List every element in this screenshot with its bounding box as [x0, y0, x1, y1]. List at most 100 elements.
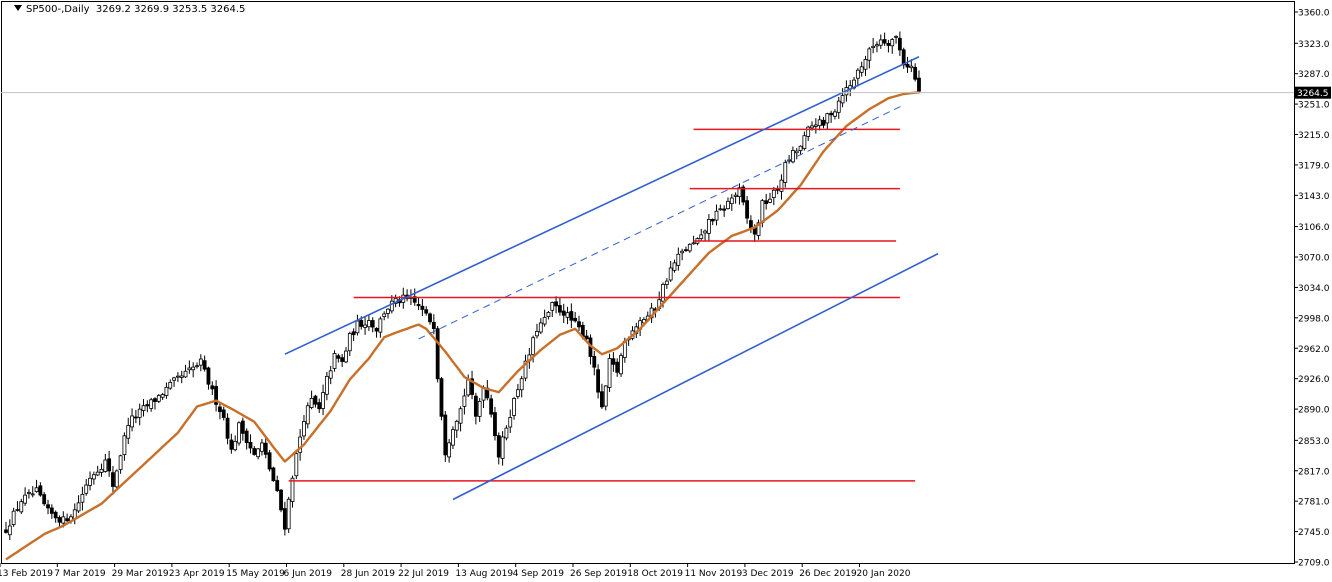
- candle-body-bear: [313, 395, 318, 405]
- candle-body-bull: [99, 468, 104, 473]
- candle-body-bull: [840, 95, 845, 104]
- candle: [114, 469, 119, 489]
- candles: [4, 31, 921, 541]
- candle-body-bull: [817, 119, 822, 127]
- candle: [676, 247, 681, 271]
- candle: [416, 297, 421, 311]
- y-tick-label: 2781.0: [1298, 498, 1330, 508]
- candle: [909, 59, 914, 73]
- y-tick-label: 3215.0: [1298, 131, 1330, 141]
- x-tick-label: 11 Nov 2019: [685, 569, 743, 579]
- candle: [577, 315, 581, 331]
- candle: [817, 115, 822, 131]
- candle: [351, 328, 356, 342]
- candle-body-bull: [894, 35, 898, 38]
- candle-body-bull: [519, 378, 524, 391]
- candle: [897, 31, 902, 56]
- candle-body-bear: [764, 200, 769, 204]
- candle: [240, 417, 245, 441]
- chart-info: SP500-,Daily 3269.2 3269.9 3253.5 3264.5: [14, 4, 245, 15]
- candle-body-bull: [88, 477, 92, 486]
- y-tick-label: 2853.0: [1298, 437, 1330, 447]
- candle-body-bull: [855, 69, 860, 79]
- candle: [267, 449, 272, 472]
- candle: [405, 289, 410, 302]
- candle: [72, 503, 77, 525]
- candle: [34, 479, 39, 493]
- candle: [550, 301, 555, 317]
- candle: [668, 261, 673, 282]
- candle-body-bull: [286, 498, 291, 530]
- candle: [496, 432, 501, 465]
- x-tick-label: 26 Dec 2019: [799, 569, 857, 579]
- candle: [603, 385, 608, 411]
- candle-body-bear: [145, 404, 150, 407]
- candle-body-bear: [111, 472, 115, 487]
- candle: [221, 406, 226, 421]
- candle-body-bear: [317, 402, 322, 410]
- candle-body-bull: [676, 253, 681, 266]
- candle-body-bear: [49, 507, 54, 514]
- candle-body-bear: [416, 304, 421, 307]
- candle: [829, 110, 834, 123]
- candle: [164, 382, 169, 399]
- candle-body-bull: [768, 198, 772, 203]
- x-tick-label: 20 Jan 2020: [857, 569, 911, 579]
- candle-body-bull: [504, 427, 509, 439]
- candle: [156, 394, 161, 404]
- candle-body-bear: [279, 489, 283, 511]
- candle-body-bull: [80, 493, 85, 503]
- candle: [745, 196, 749, 224]
- candle: [508, 409, 513, 434]
- candle: [878, 34, 883, 49]
- candle-body-bear: [596, 369, 600, 393]
- candle: [802, 131, 807, 151]
- candle-body-bull: [290, 477, 295, 502]
- candle-body-bear: [263, 442, 268, 455]
- candle-body-bull: [794, 150, 799, 154]
- candle-body-bear: [584, 335, 589, 340]
- ohlc-label: 3269.2 3269.9 3253.5 3264.5: [95, 4, 246, 15]
- candle-body-bull: [714, 210, 719, 221]
- candle: [584, 330, 589, 342]
- y-tick-label: 2709.0: [1298, 559, 1330, 569]
- candle-body-bull: [114, 470, 119, 488]
- candle-body-bear: [210, 385, 215, 390]
- candle: [7, 519, 12, 541]
- candle-body-bull: [523, 360, 528, 379]
- candle: [542, 309, 547, 327]
- candle: [80, 486, 85, 511]
- candle-body-bull: [550, 302, 555, 311]
- candle-body-bull: [256, 448, 261, 458]
- candle-body-bull: [95, 471, 100, 476]
- candle: [886, 39, 891, 53]
- candle: [294, 449, 299, 479]
- candle-body-bull: [546, 312, 551, 318]
- candle-body-bull: [508, 417, 513, 428]
- candle-body-bear: [206, 367, 211, 385]
- candle: [596, 364, 600, 399]
- candle-body-bear: [340, 357, 345, 362]
- candle: [558, 297, 562, 316]
- candle-body-bull: [328, 370, 333, 379]
- candle-body-bull: [791, 150, 795, 163]
- x-axis: 13 Feb 2019 7 Mar 2019 29 Mar 2019 23 Apr 2…: [0, 563, 911, 579]
- candle-body-bear: [569, 311, 574, 321]
- candle: [451, 426, 455, 450]
- candle-body-bull: [619, 355, 623, 375]
- y-tick-label: 3360.0: [1298, 9, 1330, 19]
- candle: [783, 159, 788, 188]
- candle-body-bear: [267, 452, 272, 470]
- candle-body-bull: [454, 420, 459, 431]
- candle-body-bear: [917, 77, 921, 92]
- candle: [198, 354, 203, 372]
- candle-body-bear: [351, 331, 356, 336]
- candle: [271, 466, 276, 482]
- candle-body-bull: [603, 385, 608, 407]
- candle: [454, 419, 459, 438]
- candle: [573, 311, 578, 323]
- candle-body-bull: [332, 353, 337, 369]
- candle: [210, 381, 215, 396]
